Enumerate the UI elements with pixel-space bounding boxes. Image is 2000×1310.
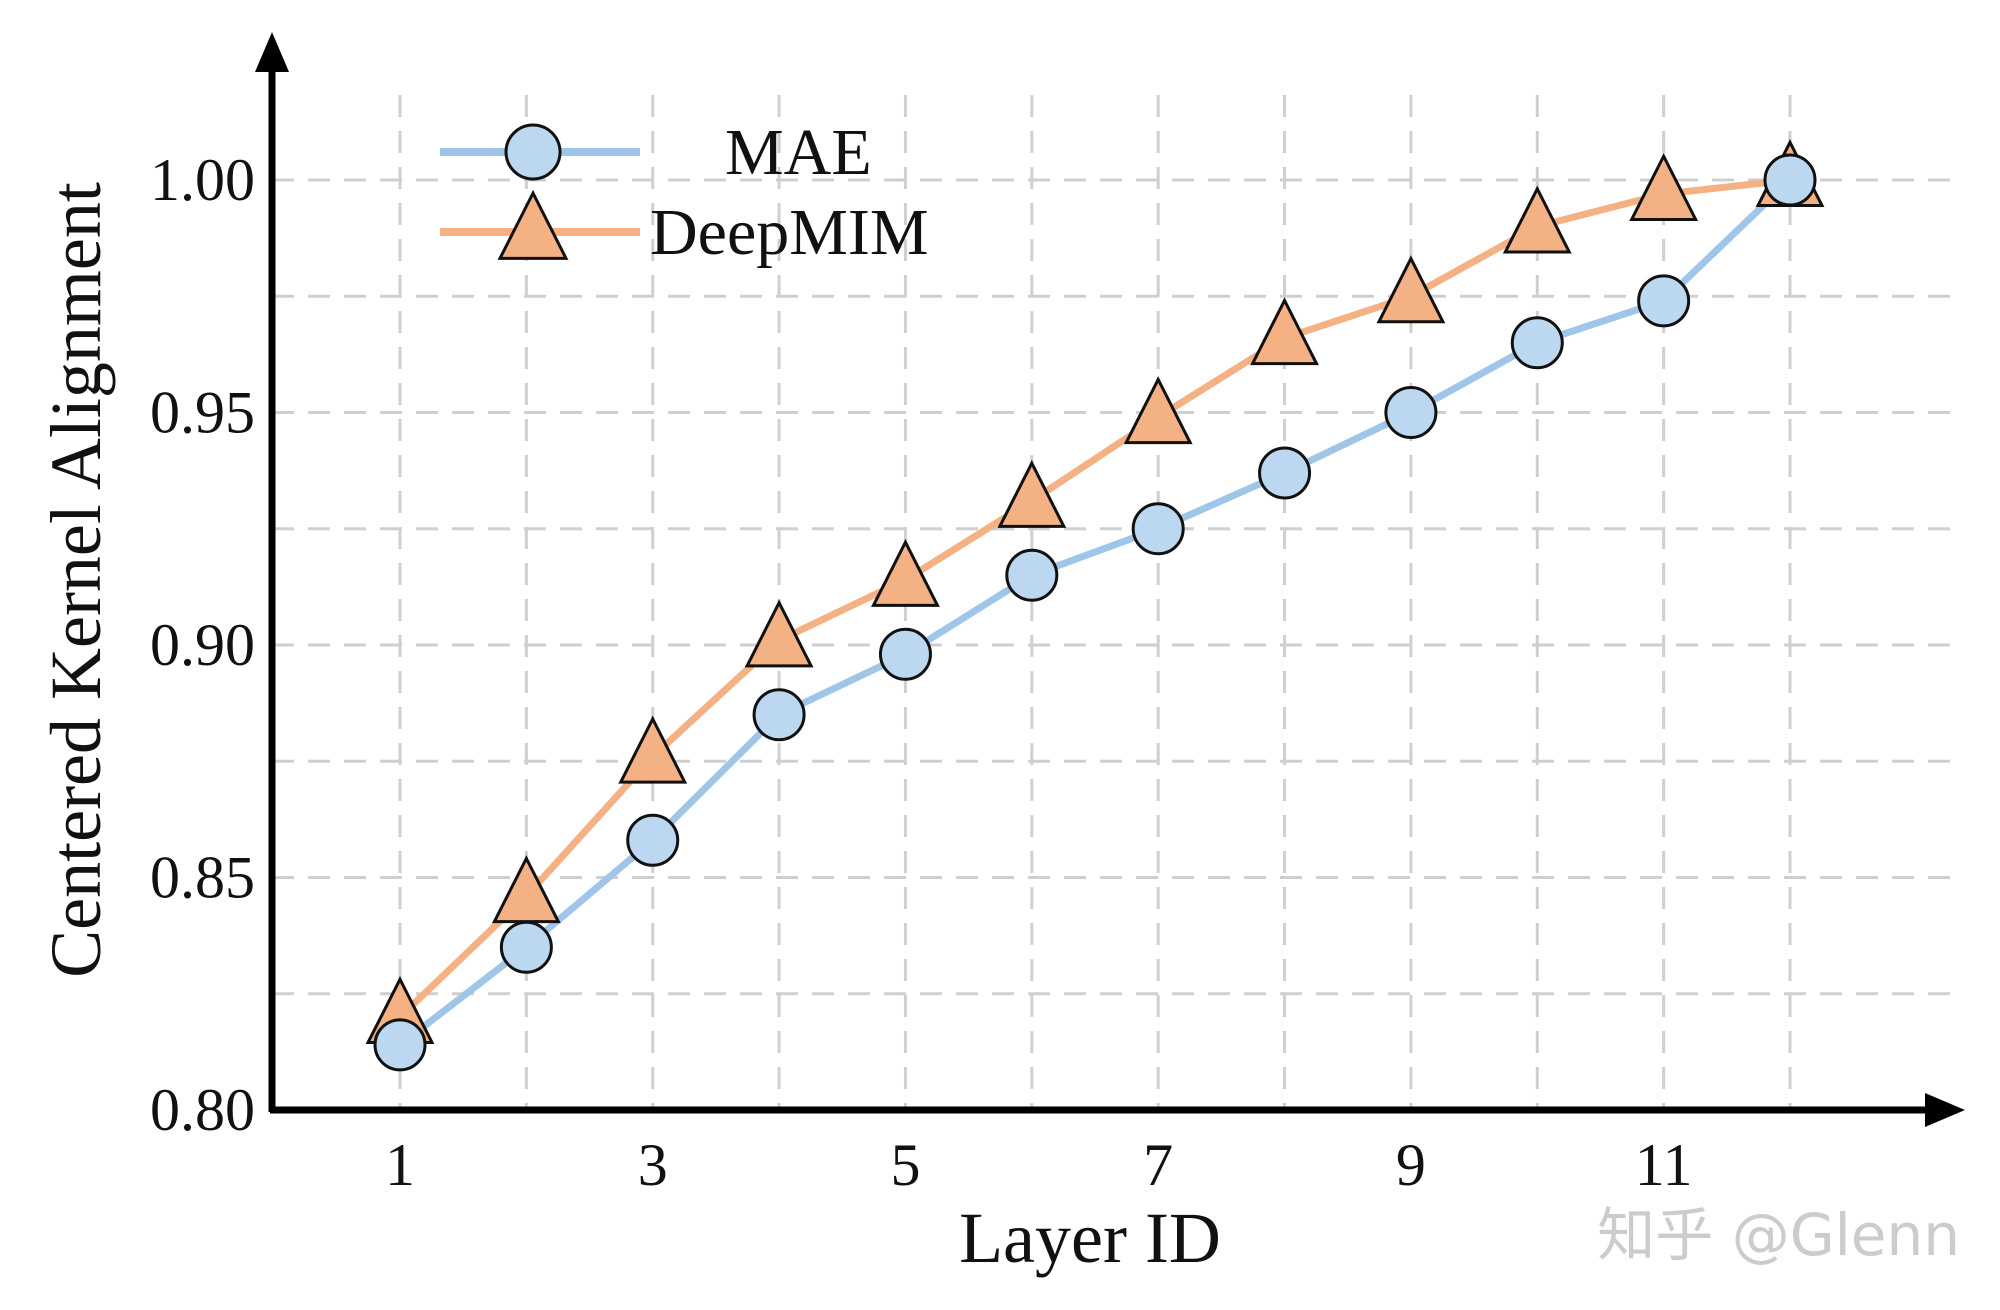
y-tick-label: 0.90 (150, 612, 255, 678)
data-point-mae (752, 688, 806, 742)
y-axis-label: Centered Kernel Alignment (36, 182, 116, 978)
data-point-deepmim (1502, 185, 1572, 254)
data-point-deepmim (997, 459, 1067, 528)
legend-label-mae: MAE (725, 116, 872, 189)
legend-marker-deepmim (497, 189, 569, 260)
x-axis-label: Layer ID (959, 1198, 1221, 1278)
x-tick-label: 5 (890, 1132, 920, 1198)
data-point-deepmim (618, 715, 688, 784)
y-axis-arrow (255, 32, 289, 72)
x-tick-label: 11 (1635, 1132, 1693, 1198)
data-point-deepmim (744, 599, 814, 668)
y-tick-label: 0.85 (150, 845, 255, 911)
data-point-mae (499, 920, 553, 974)
data-point-deepmim (1629, 152, 1699, 221)
watermark: 知乎 @Glenn (1597, 1201, 1960, 1269)
data-point-deepmim (1123, 376, 1193, 445)
data-point-mae (626, 813, 680, 867)
data-point-deepmim (1250, 297, 1319, 366)
x-tick-label: 7 (1143, 1132, 1173, 1198)
y-tick-label: 0.95 (150, 380, 255, 446)
data-point-mae (878, 627, 932, 681)
data-point-deepmim (871, 538, 940, 607)
axes: 1 3 5 7 9 11 0.80 0.85 0.90 0.95 1.00 (150, 32, 1965, 1198)
legend-label-deepmim: DeepMIM (650, 196, 929, 269)
series-line-mae (397, 177, 1793, 1048)
data-point-mae (1510, 316, 1564, 370)
series (365, 138, 1825, 1072)
data-point-mae (1258, 446, 1312, 500)
x-tick-label: 1 (385, 1132, 415, 1198)
y-tick-label: 1.00 (150, 147, 255, 213)
data-point-mae (373, 1018, 427, 1072)
data-point-deepmim (1376, 255, 1446, 324)
data-point-mae (1131, 502, 1185, 556)
y-tick-label: 0.80 (150, 1077, 255, 1143)
data-point-mae (1005, 548, 1059, 602)
data-point-mae (1763, 153, 1817, 207)
series-line-deepmim (397, 176, 1791, 1020)
legend-marker-mae (504, 123, 562, 181)
x-tick-label: 9 (1396, 1132, 1426, 1198)
data-point-mae (1637, 274, 1691, 328)
x-tick-label: 3 (638, 1132, 668, 1198)
x-axis-arrow (1925, 1093, 1965, 1127)
data-point-mae (1384, 386, 1438, 439)
